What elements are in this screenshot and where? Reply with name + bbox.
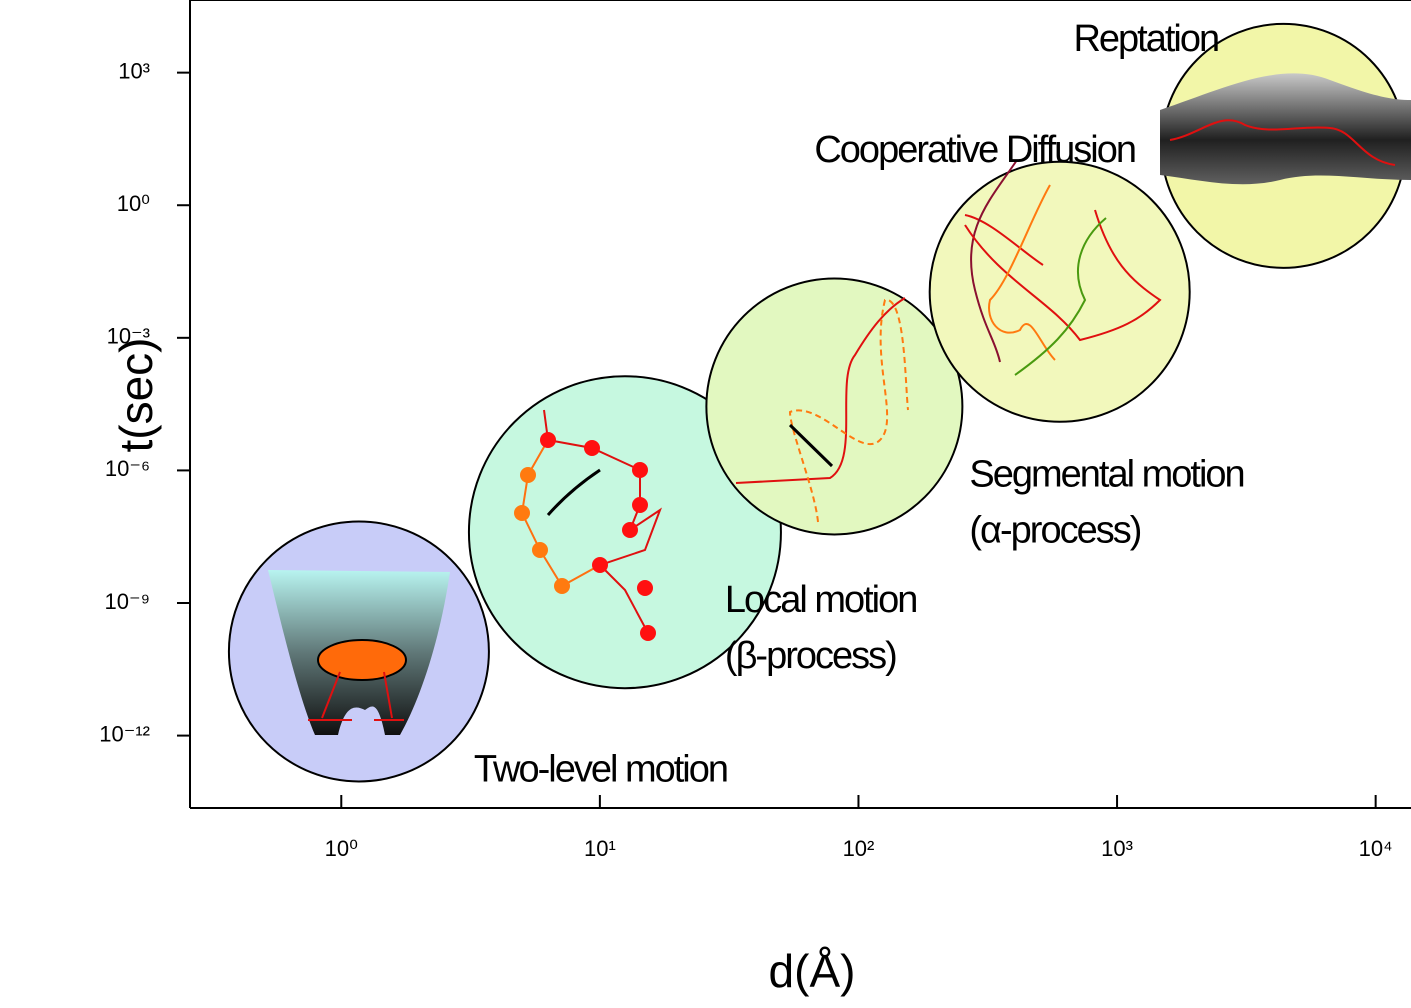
regime-label: Cooperative Diffusion: [814, 129, 1135, 171]
x-tick-label: 10⁰: [325, 836, 358, 861]
regime-circle: [930, 162, 1190, 422]
y-tick-label: 10⁻¹²: [99, 721, 150, 746]
energy-level: [318, 640, 406, 680]
x-tick-label: 10³: [1101, 836, 1133, 861]
chart: 10⁻¹²10⁻⁹10⁻⁶10⁻³10⁰10³10⁰10¹10²10³10⁴ T…: [0, 0, 1411, 1008]
regime-label: Reptation: [1073, 18, 1218, 60]
y-tick-label: 10⁻⁶: [105, 456, 150, 481]
y-tick-label: 10⁰: [117, 191, 150, 216]
y-tick-label: 10⁻⁹: [104, 589, 150, 614]
x-tick-label: 10⁴: [1359, 836, 1393, 861]
x-tick-label: 10²: [843, 836, 875, 861]
y-tick-label: 10³: [118, 58, 150, 83]
regime-sublabel: (α-process): [969, 509, 1140, 551]
regime-label: Two-level motion: [474, 749, 727, 791]
x-tick-label: 10¹: [584, 836, 616, 861]
regime-label: Local motion: [725, 579, 916, 621]
x-axis-label: d(Å): [769, 945, 856, 997]
y-axis-label: t(sec): [110, 338, 162, 453]
regime-circle: [706, 278, 962, 534]
regime-label: Segmental motion: [969, 453, 1243, 495]
regime-sublabel: (β-process): [725, 635, 896, 677]
